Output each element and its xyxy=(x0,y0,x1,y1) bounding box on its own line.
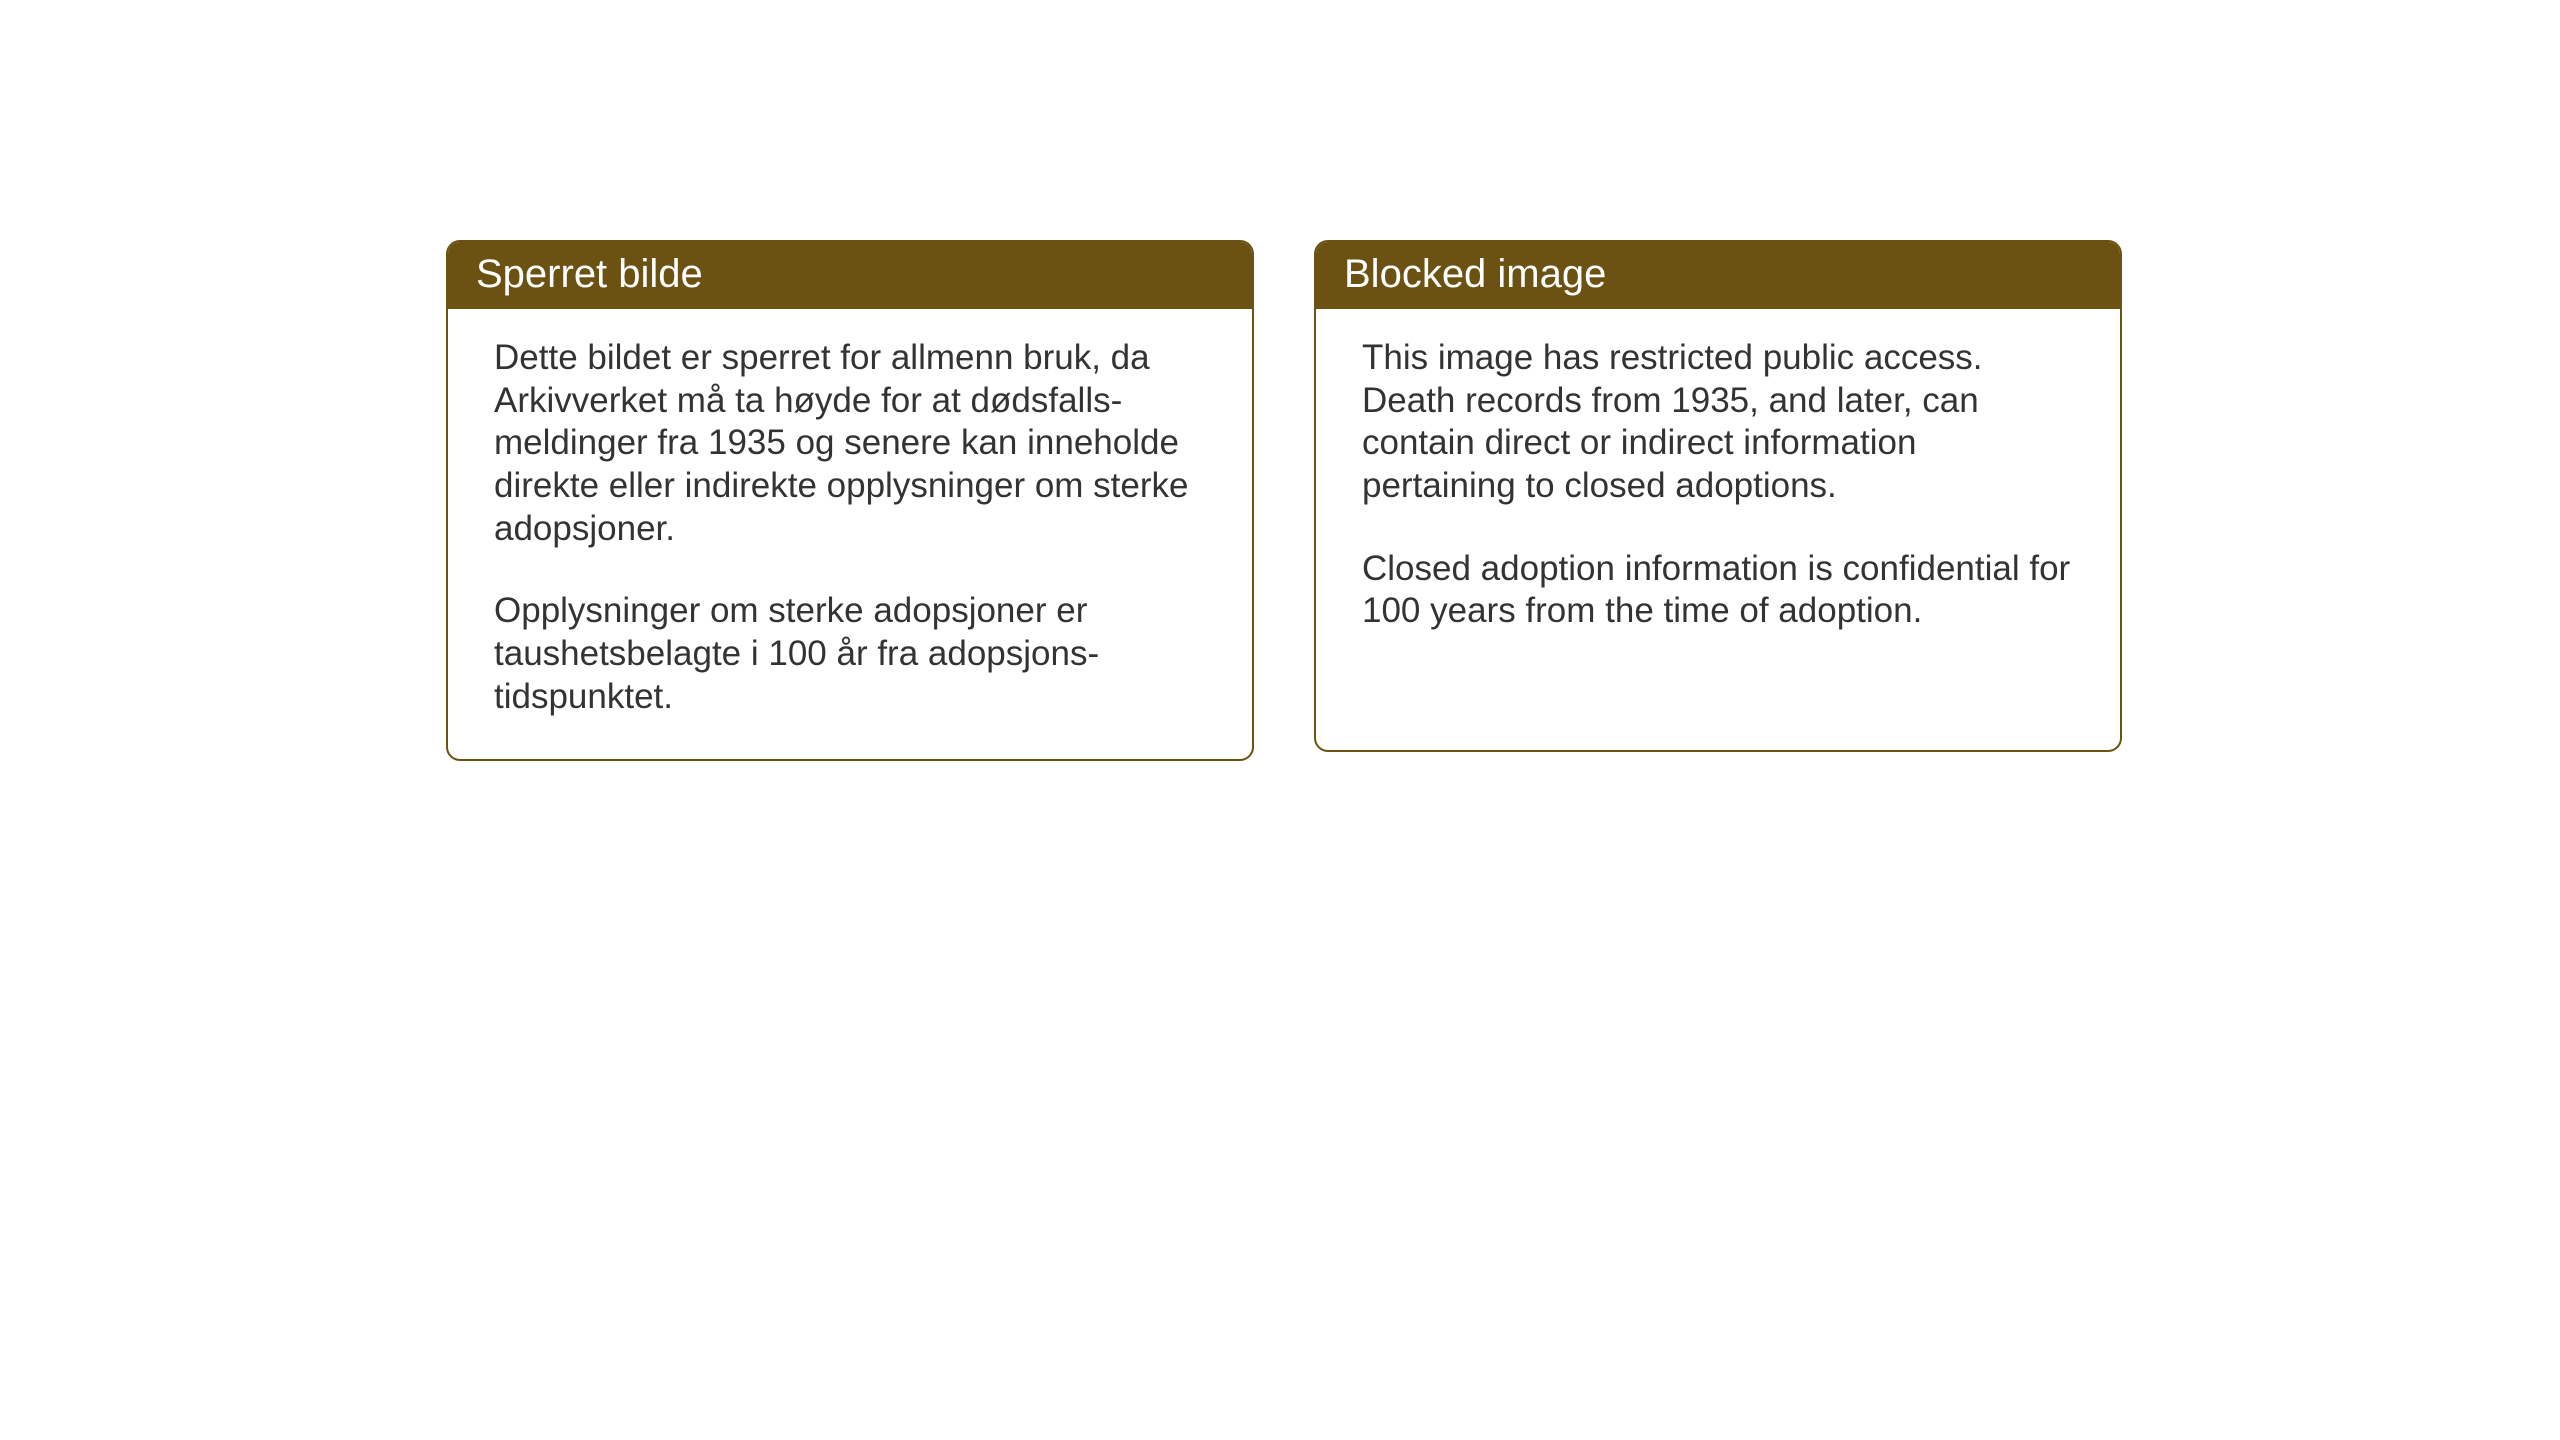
card-header-english: Blocked image xyxy=(1316,242,2120,309)
card-title-norwegian: Sperret bilde xyxy=(476,252,703,296)
card-paragraph-2-norwegian: Opplysninger om sterke adopsjoner er tau… xyxy=(494,590,1206,718)
card-norwegian: Sperret bilde Dette bildet er sperret fo… xyxy=(446,240,1254,761)
card-body-english: This image has restricted public access.… xyxy=(1316,309,2120,673)
card-paragraph-1-norwegian: Dette bildet er sperret for allmenn bruk… xyxy=(494,337,1206,550)
card-header-norwegian: Sperret bilde xyxy=(448,242,1252,309)
card-title-english: Blocked image xyxy=(1344,252,1606,296)
card-paragraph-2-english: Closed adoption information is confident… xyxy=(1362,548,2074,633)
card-english: Blocked image This image has restricted … xyxy=(1314,240,2122,752)
card-paragraph-1-english: This image has restricted public access.… xyxy=(1362,337,2074,508)
card-body-norwegian: Dette bildet er sperret for allmenn bruk… xyxy=(448,309,1252,759)
cards-container: Sperret bilde Dette bildet er sperret fo… xyxy=(446,240,2122,761)
